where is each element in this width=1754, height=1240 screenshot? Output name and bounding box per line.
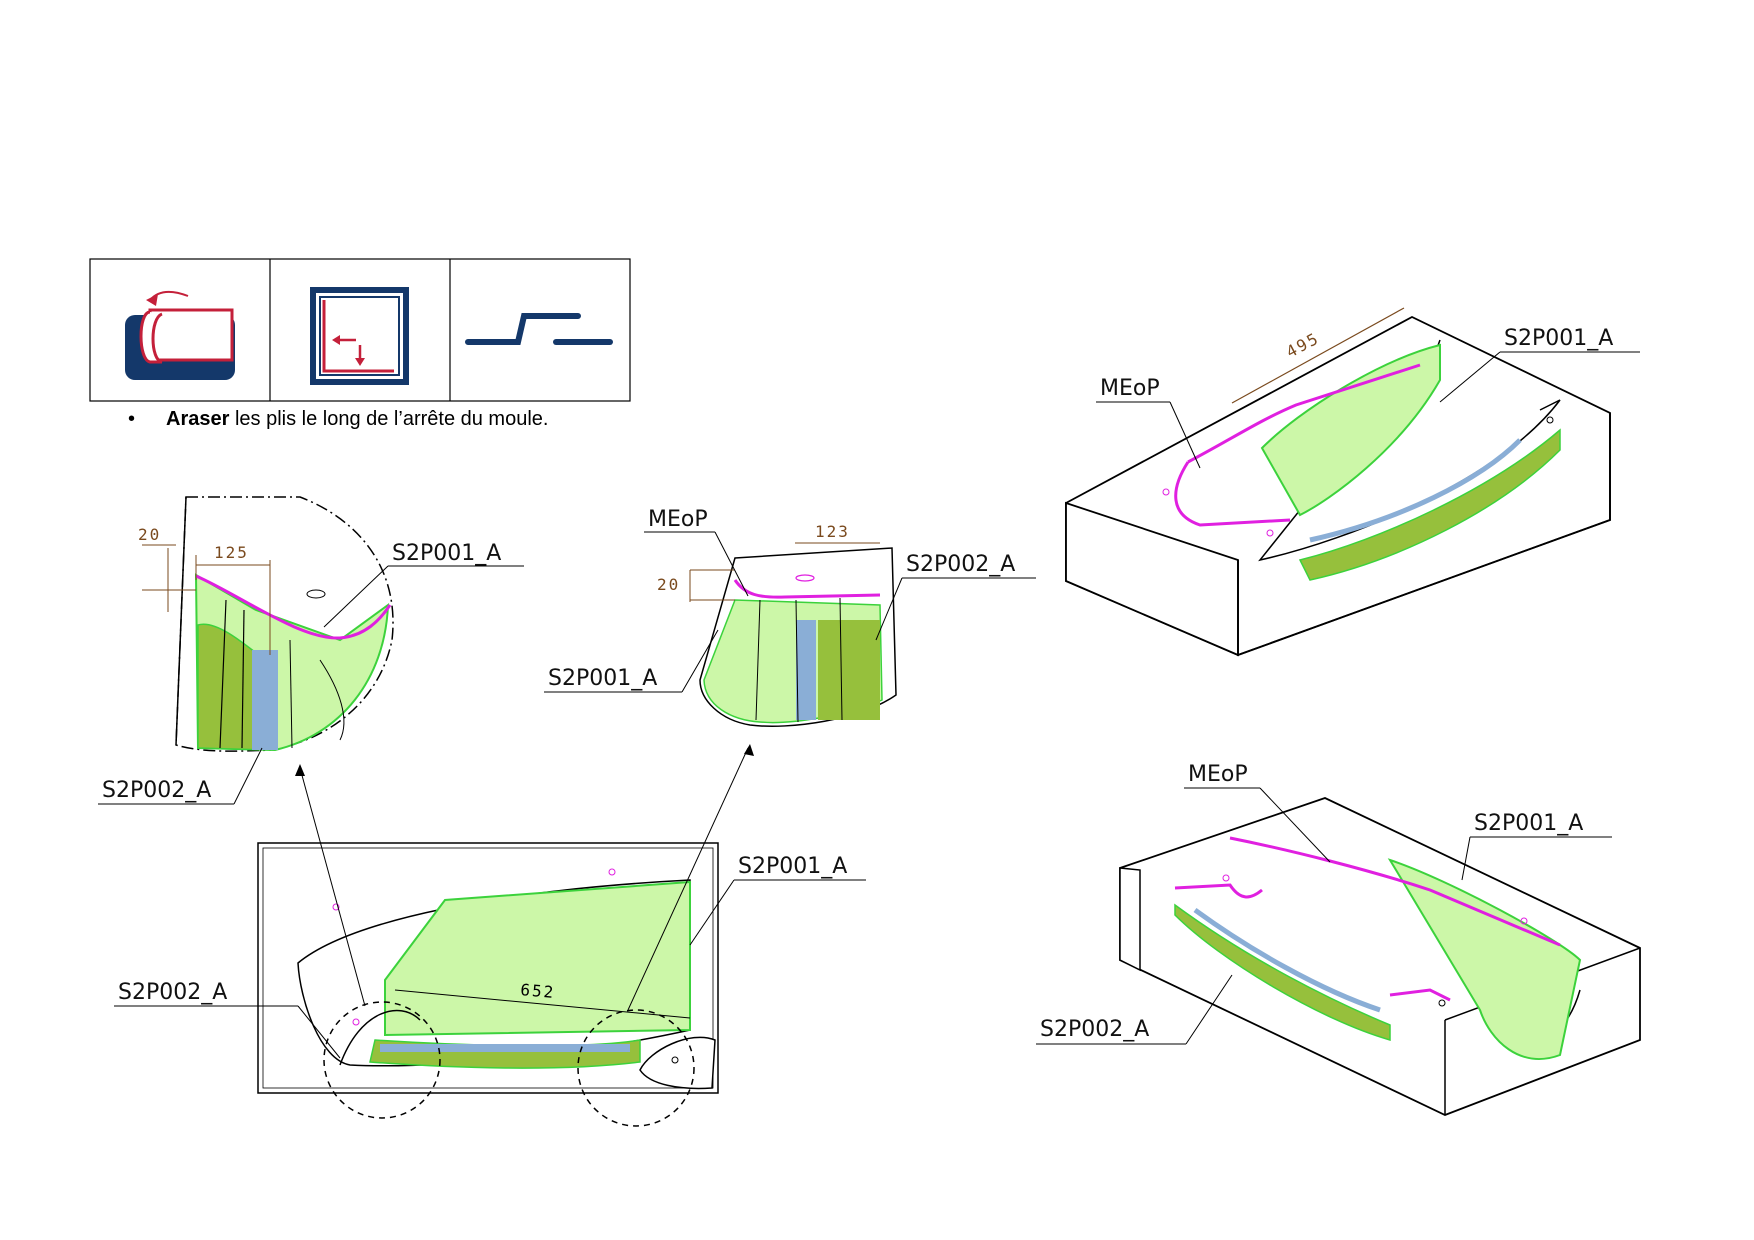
label-s2p001-iso-bottom: S2P001_A [1474, 811, 1583, 836]
label-meop-iso-bottom: MEoP [1188, 762, 1248, 787]
detail-view-left: 20 125 S2P001_A S2P002_A [98, 496, 524, 805]
fold-back-icon [125, 290, 235, 380]
dim-20-left: 20 [138, 525, 161, 544]
label-s2p002-iso-bottom: S2P002_A [1040, 1017, 1149, 1042]
top-view-mold: 652 S2P001_A S2P002_A [114, 744, 866, 1127]
label-meop-detail-center: MEoP [648, 507, 708, 532]
icon-table [89, 258, 631, 402]
instruction-text: les plis le long de l’arrête du moule. [229, 408, 549, 430]
label-s2p002-detail-center: S2P002_A [906, 552, 1015, 577]
iso-view-top: 495 S2P001_A MEoP [1065, 307, 1640, 657]
trim-corner-icon [310, 287, 409, 385]
label-s2p001-detail-center: S2P001_A [548, 666, 657, 691]
label-meop-iso-top: MEoP [1100, 376, 1160, 401]
iso-view-bottom: MEoP S2P001_A S2P002_A [1036, 762, 1641, 1116]
label-s2p001-iso-top: S2P001_A [1504, 326, 1613, 351]
dim-123: 123 [815, 522, 850, 541]
dim-20-center: 20 [657, 575, 680, 594]
step-joggle-icon [465, 313, 613, 345]
instruction-keyword: Araser [166, 408, 230, 430]
label-s2p001-detail-left: S2P001_A [392, 541, 501, 566]
instruction-bullet: • Araser les plis le long de l’arrête du … [128, 408, 548, 431]
detail-view-center: 123 20 MEoP S2P002_A S2P001_A [544, 507, 1036, 727]
label-s2p001-top-view: S2P001_A [738, 854, 847, 879]
label-s2p002-detail-left: S2P002_A [102, 778, 211, 803]
label-s2p002-top-view: S2P002_A [118, 980, 227, 1005]
bullet-symbol: • [128, 408, 136, 430]
dim-652: 652 [520, 980, 556, 1002]
dim-125: 125 [214, 543, 249, 562]
